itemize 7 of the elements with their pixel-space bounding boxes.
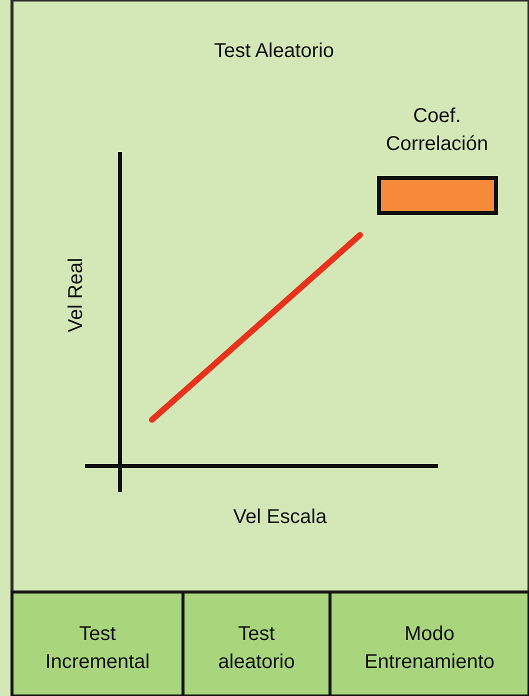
text: Test aleatorio — [218, 623, 295, 673]
text: Test Incremental — [45, 623, 150, 673]
chart-title: Test Aleatorio — [214, 40, 334, 62]
x-axis-title: Vel Escala — [233, 506, 328, 528]
text: Coef. Correlación — [386, 105, 488, 155]
text: Modo Entrenamiento — [364, 623, 495, 673]
y-axis-title: Vel Real — [65, 258, 87, 332]
